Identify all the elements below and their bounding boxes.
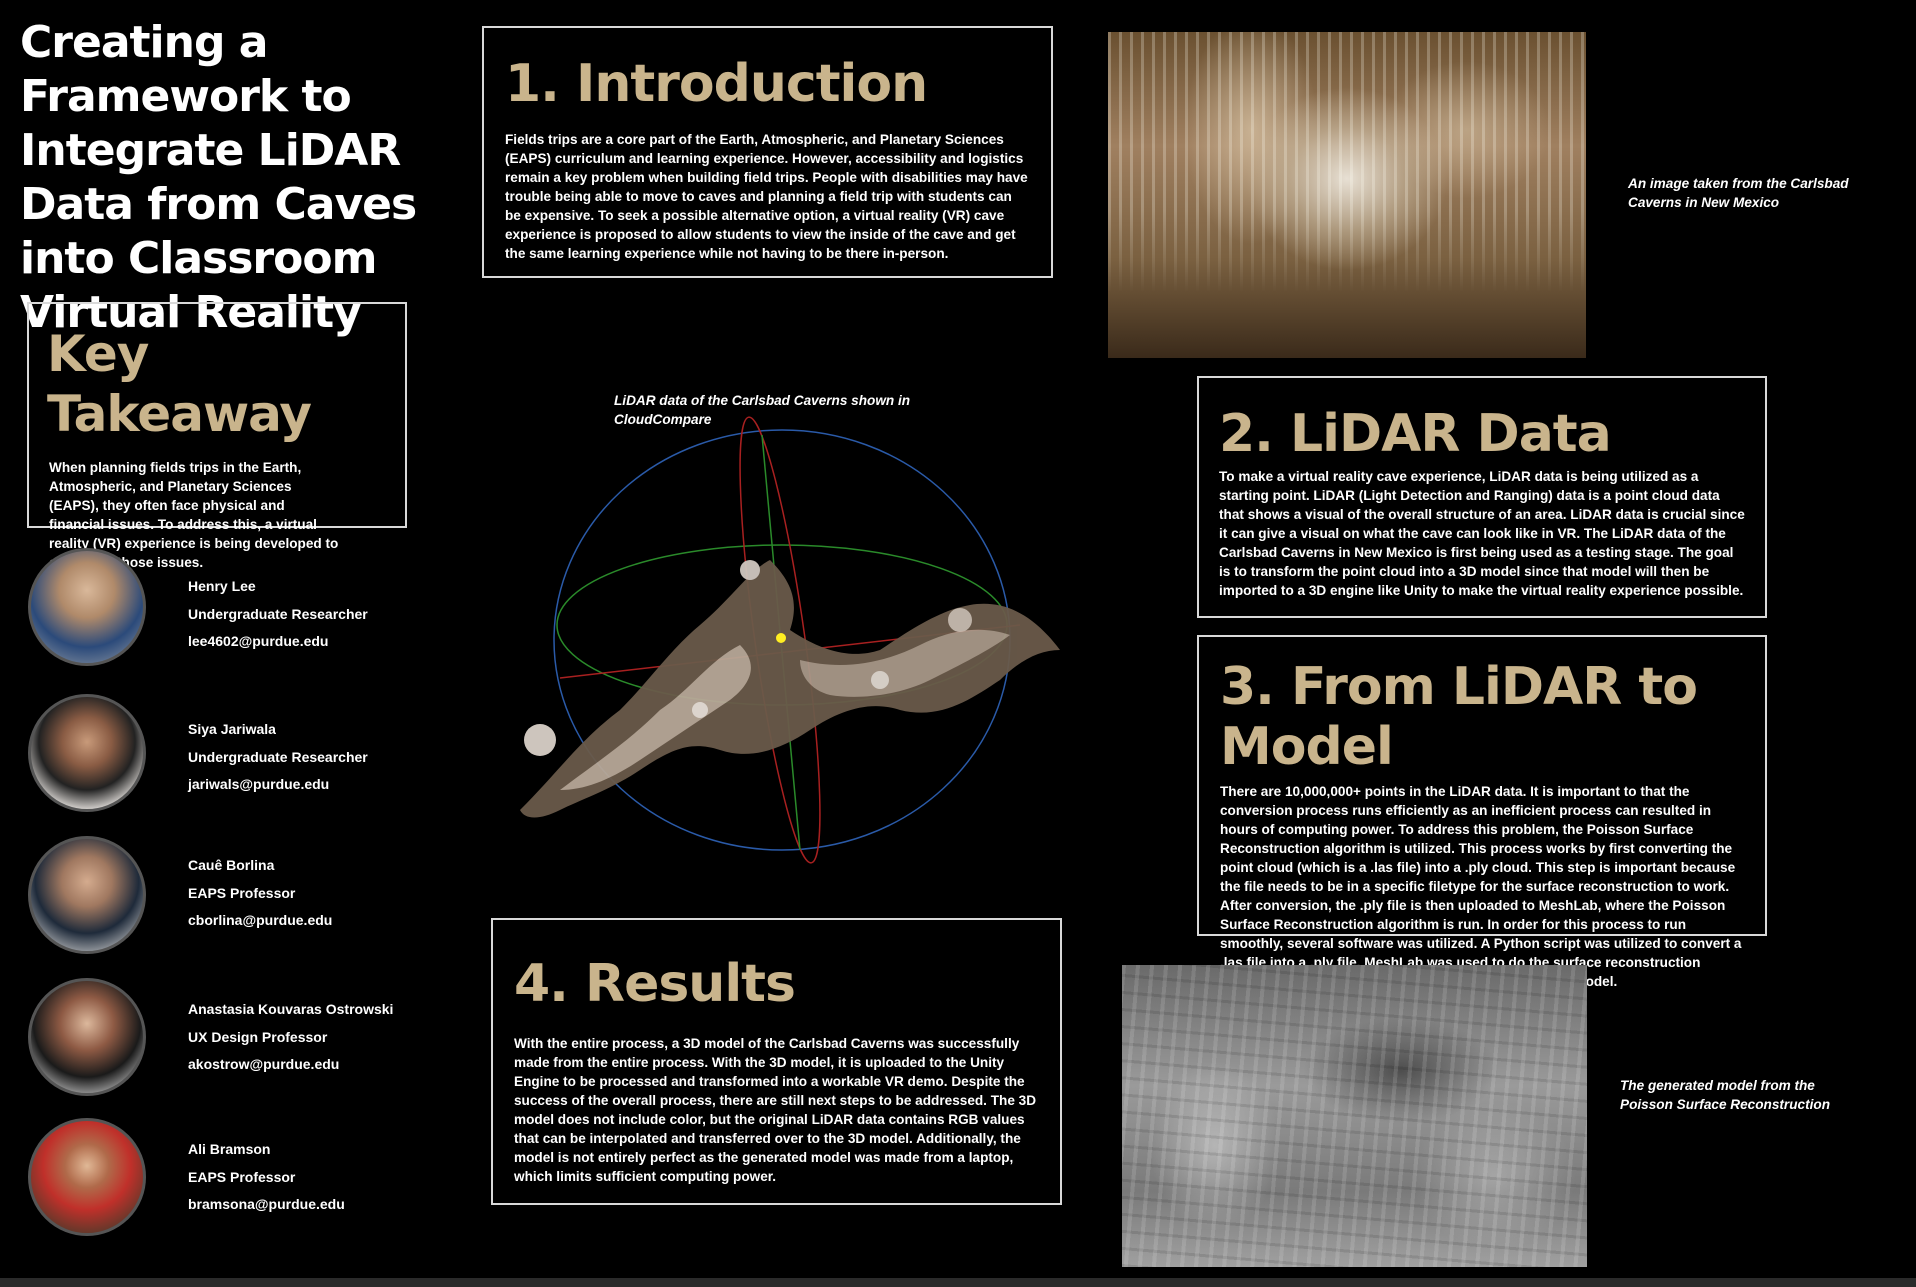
lidar-data-body: To make a virtual reality cave experienc… bbox=[1219, 469, 1745, 598]
lidar-to-model-body: There are 10,000,000+ points in the LiDA… bbox=[1220, 784, 1742, 989]
poster-title: Creating a Framework to Integrate LiDAR … bbox=[20, 17, 417, 338]
lidar-figure-caption: LiDAR data of the Carlsbad Caverns shown… bbox=[614, 393, 911, 427]
generated-model-caption: The generated model from the Poisson Sur… bbox=[1620, 1078, 1830, 1112]
person-card: Cauê Borlina EAPS Professor cborlina@pur… bbox=[28, 836, 448, 961]
mesh-texture bbox=[1122, 965, 1587, 1267]
key-takeaway-body: When planning fields trips in the Earth,… bbox=[49, 460, 339, 570]
person-photo bbox=[28, 978, 146, 1096]
person-name: Henry Lee bbox=[188, 578, 256, 594]
person-card: Anastasia Kouvaras Ostrowski UX Design P… bbox=[28, 978, 448, 1103]
person-role: UX Design Professor bbox=[188, 1028, 328, 1045]
person-card: Henry Lee Undergraduate Researcher lee46… bbox=[28, 548, 448, 673]
results-box: 4. Results With the entire process, a 3D… bbox=[491, 918, 1062, 1205]
person-name: Cauê Borlina bbox=[188, 857, 275, 873]
person-role: EAPS Professor bbox=[188, 884, 296, 901]
person-email[interactable]: bramsona@purdue.edu bbox=[188, 1196, 345, 1212]
person-email[interactable]: jariwals@purdue.edu bbox=[188, 776, 330, 792]
bottom-bar bbox=[0, 1278, 1916, 1287]
person-photo bbox=[28, 836, 146, 954]
lidar-to-model-heading: 3. From LiDAR to Model bbox=[1220, 657, 1698, 777]
introduction-body: Fields trips are a core part of the Eart… bbox=[505, 132, 1028, 261]
results-body: With the entire process, a 3D model of t… bbox=[514, 1036, 1037, 1184]
person-photo bbox=[28, 694, 146, 812]
person-name: Siya Jariwala bbox=[188, 721, 276, 737]
person-name: Anastasia Kouvaras Ostrowski bbox=[188, 1001, 394, 1017]
person-photo bbox=[28, 548, 146, 666]
lidar-point-cloud-figure bbox=[520, 416, 1060, 864]
cave-photo bbox=[1108, 32, 1586, 358]
pivot-point bbox=[776, 633, 786, 643]
introduction-heading: 1. Introduction bbox=[505, 54, 928, 114]
person-role: Undergraduate Researcher bbox=[188, 605, 368, 622]
lidar-to-model-box: 3. From LiDAR to Model There are 10,000,… bbox=[1197, 635, 1767, 989]
person-name: Ali Bramson bbox=[188, 1141, 271, 1157]
introduction-box: 1. Introduction Fields trips are a core … bbox=[482, 26, 1053, 278]
person-email[interactable]: lee4602@purdue.edu bbox=[188, 633, 329, 649]
person-card: Siya Jariwala Undergraduate Researcher j… bbox=[28, 694, 448, 819]
key-takeaway-box: Key Takeaway When planning fields trips … bbox=[27, 302, 407, 570]
results-heading: 4. Results bbox=[514, 954, 796, 1014]
person-role: EAPS Professor bbox=[188, 1168, 296, 1185]
person-photo bbox=[28, 1118, 146, 1236]
lidar-data-heading: 2. LiDAR Data bbox=[1219, 404, 1612, 464]
person-role: Undergraduate Researcher bbox=[188, 748, 368, 765]
lidar-data-box: 2. LiDAR Data To make a virtual reality … bbox=[1197, 376, 1767, 618]
key-takeaway-heading: Key Takeaway bbox=[47, 325, 312, 443]
person-card: Ali Bramson EAPS Professor bramsona@purd… bbox=[28, 1118, 448, 1243]
generated-model-image bbox=[1122, 965, 1587, 1267]
stalactites bbox=[1108, 32, 1586, 358]
cave-photo-caption: An image taken from the Carlsbad Caverns… bbox=[1628, 176, 1849, 210]
person-email[interactable]: cborlina@purdue.edu bbox=[188, 912, 333, 928]
person-email[interactable]: akostrow@purdue.edu bbox=[188, 1056, 340, 1072]
point-cloud bbox=[520, 560, 1060, 818]
